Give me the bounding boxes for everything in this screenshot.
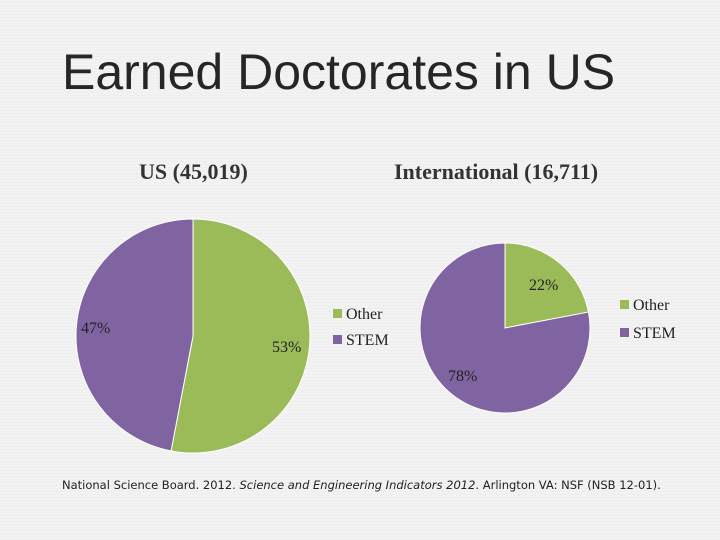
legend-swatch-international-stem (620, 328, 629, 337)
legend-label-us-other: Other (346, 306, 383, 323)
data-label-us-stem: 47% (81, 320, 110, 337)
legend-swatch-international-other (620, 300, 629, 309)
source-suffix: . Arlington VA: NSF (NSB 12-01). (475, 478, 661, 492)
slide-title: Earned Doctorates in US (62, 44, 616, 100)
data-label-us-other: 53% (272, 339, 301, 356)
legend-label-us-stem: STEM (346, 332, 389, 349)
pie-slice-us-stem (75, 218, 194, 452)
source-prefix: National Science Board. 2012. (62, 478, 240, 492)
source-title: Science and Engineering Indicators 2012 (239, 478, 476, 492)
pie-slice-us-other (170, 218, 311, 454)
legend-swatch-us-other (333, 309, 342, 318)
data-label-international-stem: 78% (448, 368, 477, 385)
chart-title-us: US (45,019) (139, 159, 248, 184)
chart-title-international: International (16,711) (394, 159, 599, 184)
legend-swatch-us-stem (333, 335, 342, 344)
legend-label-international-other: Other (633, 297, 670, 314)
pie-slice-international-other (504, 242, 590, 329)
pie-slice-international-stem (419, 242, 591, 414)
data-label-international-other: 22% (529, 277, 558, 294)
legend-label-international-stem: STEM (633, 325, 676, 342)
source-citation: National Science Board. 2012. Science an… (62, 478, 661, 492)
